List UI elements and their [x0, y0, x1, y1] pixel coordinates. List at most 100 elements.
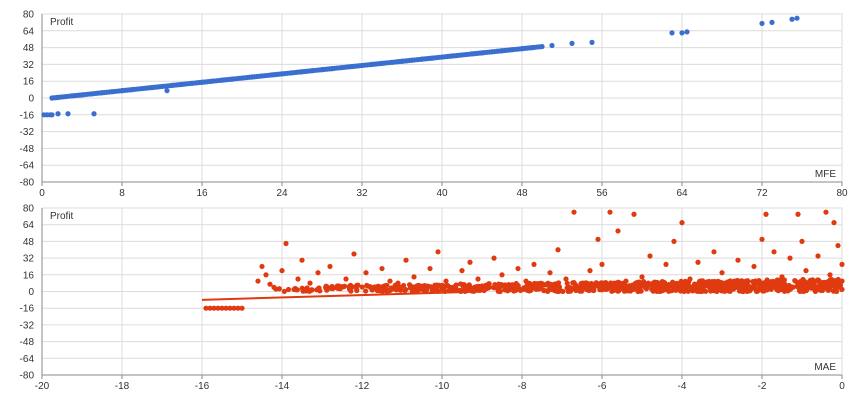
- data-point: [507, 284, 513, 290]
- data-point: [789, 16, 795, 22]
- data-point: [536, 286, 542, 292]
- data-point: [363, 288, 369, 294]
- data-point: [839, 278, 845, 284]
- x-tick-label: 8: [119, 188, 125, 199]
- data-point: [461, 284, 468, 290]
- data-point: [623, 278, 629, 284]
- data-point: [475, 276, 481, 282]
- data-point: [349, 284, 355, 290]
- data-point: [599, 261, 605, 267]
- data-point: [203, 305, 209, 311]
- x-tick-label: 56: [596, 188, 608, 199]
- data-point: [223, 305, 229, 311]
- data-point: [515, 265, 521, 272]
- data-point: [299, 285, 305, 291]
- data-point: [719, 270, 725, 276]
- y-tick-label: -32: [20, 127, 35, 138]
- data-point: [736, 288, 743, 294]
- data-point: [758, 280, 764, 286]
- data-point: [589, 39, 595, 45]
- data-point: [679, 30, 685, 36]
- data-point: [492, 281, 498, 288]
- data-point: [711, 249, 717, 255]
- data-point: [560, 288, 566, 295]
- data-point: [459, 268, 465, 274]
- data-point: [615, 228, 621, 234]
- y-tick-label: 80: [23, 204, 35, 215]
- y-tick-label: -16: [20, 304, 35, 315]
- data-point: [550, 284, 556, 291]
- data-point: [769, 19, 775, 25]
- data-point: [532, 282, 538, 288]
- data-point: [790, 284, 796, 290]
- data-point: [219, 305, 225, 311]
- data-point: [588, 280, 595, 287]
- data-point: [679, 220, 685, 226]
- y-axis-title: Profit: [50, 211, 74, 222]
- data-point: [799, 238, 805, 244]
- data-point: [587, 268, 593, 274]
- data-point: [335, 285, 341, 291]
- data-point: [285, 286, 292, 293]
- x-tick-label: -8: [518, 381, 527, 392]
- data-point: [379, 265, 385, 272]
- y-tick-label: -80: [20, 178, 35, 189]
- data-point: [348, 288, 354, 294]
- data-point: [821, 282, 827, 289]
- data-point: [309, 287, 315, 293]
- x-axis-title: MAE: [814, 362, 836, 373]
- data-point: [263, 272, 269, 278]
- data-point: [669, 30, 675, 36]
- data-point: [708, 288, 714, 294]
- data-point: [569, 40, 575, 47]
- data-point: [541, 287, 547, 293]
- data-point: [307, 280, 313, 286]
- data-point: [831, 279, 838, 285]
- data-point: [432, 282, 438, 288]
- data-point: [815, 253, 821, 259]
- data-point: [276, 286, 282, 292]
- data-point: [443, 278, 449, 284]
- data-point: [779, 274, 785, 280]
- data-point: [511, 288, 517, 294]
- x-tick-label: 0: [839, 381, 845, 392]
- data-point: [531, 261, 537, 267]
- data-point: [409, 288, 416, 295]
- data-point: [363, 270, 369, 276]
- data-point: [445, 283, 451, 289]
- data-point: [411, 274, 417, 280]
- x-tick-label: 40: [436, 188, 448, 199]
- x-tick-label: 0: [39, 188, 45, 199]
- data-point: [600, 280, 606, 286]
- x-tick-label: 72: [756, 188, 768, 199]
- x-tick-label: -18: [115, 381, 130, 392]
- data-point: [231, 305, 237, 311]
- data-point: [681, 288, 687, 294]
- data-point: [637, 280, 643, 286]
- data-point: [595, 283, 602, 289]
- data-point: [741, 288, 747, 294]
- y-tick-label: 16: [23, 77, 35, 88]
- data-point: [759, 236, 765, 242]
- data-point: [617, 280, 623, 286]
- data-point: [670, 287, 677, 293]
- data-point: [451, 284, 457, 290]
- x-tick-label: -10: [435, 381, 450, 392]
- data-point: [281, 288, 287, 295]
- data-point: [607, 209, 613, 215]
- data-point: [834, 284, 840, 291]
- data-point: [403, 257, 409, 263]
- y-tick-label: 0: [28, 287, 34, 298]
- data-point: [804, 283, 810, 289]
- data-point: [643, 281, 649, 288]
- data-point: [515, 283, 521, 289]
- data-point: [825, 287, 832, 293]
- data-point: [271, 284, 277, 290]
- data-point: [591, 285, 597, 291]
- data-point: [419, 283, 425, 289]
- data-point: [323, 283, 329, 289]
- data-point: [759, 20, 765, 27]
- y-tick-label: -80: [20, 371, 35, 382]
- data-point: [792, 277, 798, 284]
- data-point: [774, 281, 781, 287]
